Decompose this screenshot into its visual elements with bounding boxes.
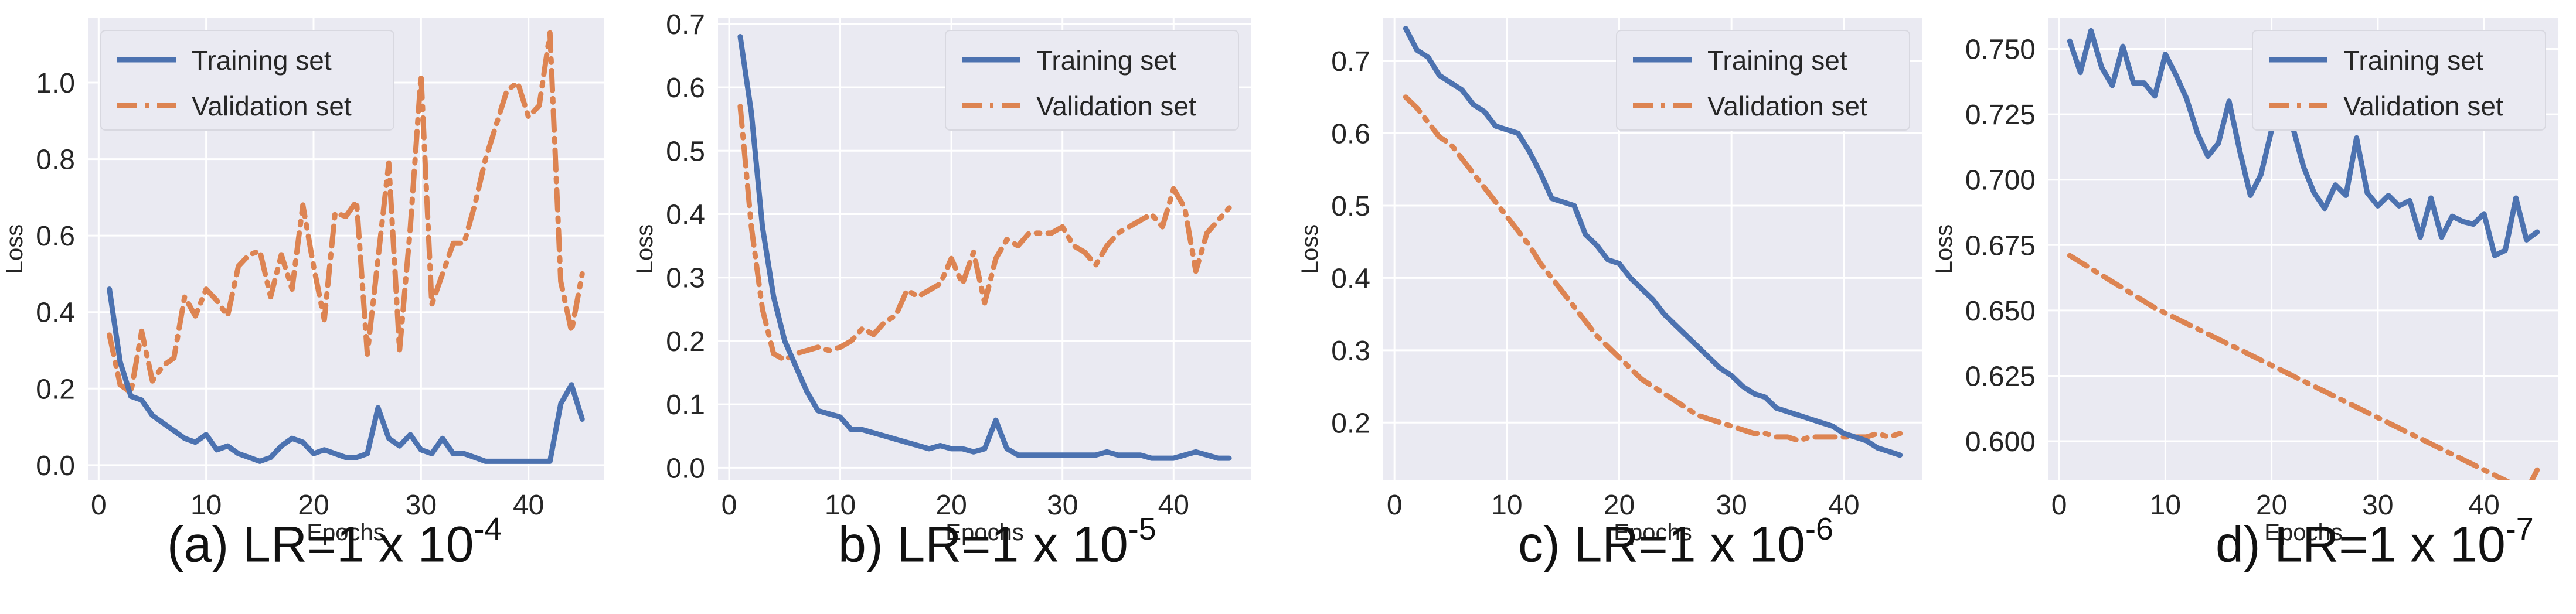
caption-exponent: -7 <box>2505 511 2534 547</box>
y-tick-label: 0.7 <box>1331 46 1370 77</box>
y-tick-label: 0.5 <box>1331 191 1370 222</box>
y-tick-label: 0.6 <box>666 73 705 104</box>
y-axis-label: Loss <box>1931 224 1957 274</box>
caption-exponent: -6 <box>1805 511 1833 547</box>
chart-panel-3: 0.2 0.3 0.4 0.5 0.6 0.7 0 10 20 30 40 Epochs Loss Tra… <box>1297 18 1922 545</box>
x-tick-label: 10 <box>2150 490 2181 521</box>
x-tick-label: 0 <box>91 490 107 521</box>
validation-set-line <box>107 30 585 395</box>
training-set-line <box>737 34 1232 461</box>
training-set-line <box>1403 26 1903 458</box>
x-tick-label: 20 <box>1604 490 1635 521</box>
y-tick-label: 0.600 <box>1965 427 2036 458</box>
panel-caption: b) LR=1 x 10-5 <box>838 511 1156 574</box>
caption-text: d) LR=1 x 10 <box>2216 516 2506 573</box>
caption-text: c) LR=1 x 10 <box>1518 516 1805 573</box>
y-tick-label: 0.0 <box>666 453 705 484</box>
y-tick-label: 0.725 <box>1965 100 2036 131</box>
legend-label: Training set <box>2343 45 2483 76</box>
x-tick-label: 0 <box>1387 490 1403 521</box>
y-axis-label: Loss <box>632 224 658 274</box>
validation-set-line <box>737 104 1232 363</box>
x-tick-label: 40 <box>1828 490 1859 521</box>
caption-text: b) LR=1 x 10 <box>838 516 1128 573</box>
y-tick-label: 0.750 <box>1965 35 2036 66</box>
legend: Training set Validation set <box>100 30 394 131</box>
y-tick-label: 0.2 <box>1331 408 1370 439</box>
x-tick-label: 10 <box>825 490 856 521</box>
legend-label: Training set <box>192 45 332 76</box>
legend: Training set Validation set <box>945 30 1239 131</box>
y-tick-label: 0.5 <box>666 136 705 167</box>
legend-label: Training set <box>1707 45 1847 76</box>
x-tick-label: 20 <box>935 490 967 521</box>
y-tick-label: 0.4 <box>1331 263 1370 294</box>
y-tick-label: 0.700 <box>1965 165 2036 196</box>
legend-label: Validation set <box>192 91 352 121</box>
caption-exponent: -5 <box>1128 511 1156 547</box>
y-tick-label: 0.4 <box>36 298 75 329</box>
y-tick-label: 0.2 <box>36 374 75 405</box>
x-tick-label: 40 <box>1158 490 1189 521</box>
x-tick-label: 30 <box>406 490 437 521</box>
legend-label: Training set <box>1036 45 1176 76</box>
y-tick-label: 0.6 <box>1331 119 1370 150</box>
y-tick-label: 0.1 <box>666 390 705 421</box>
legend-label: Validation set <box>1707 91 1867 121</box>
x-tick-label: 10 <box>190 490 222 521</box>
x-tick-label: 30 <box>2362 490 2393 521</box>
y-tick-label: 0.650 <box>1965 296 2036 327</box>
caption-exponent: -4 <box>474 511 502 547</box>
y-tick-label: 0.3 <box>666 263 705 294</box>
training-set-line <box>107 286 585 464</box>
x-tick-label: 40 <box>2468 490 2499 521</box>
x-tick-label: 10 <box>1491 490 1522 521</box>
x-tick-label: 0 <box>2051 490 2067 521</box>
panel-caption: d) LR=1 x 10-7 <box>2216 511 2534 574</box>
y-axis-label: Loss <box>2 224 28 274</box>
validation-set-line <box>2067 253 2540 480</box>
y-tick-label: 0.4 <box>666 199 705 230</box>
panel-caption: (a) LR=1 x 10-4 <box>167 511 502 574</box>
chart-panel-2: 0.0 0.1 0.2 0.3 0.4 0.5 0.6 0.7 0 10 20 30 40 Epochs L… <box>632 9 1251 545</box>
y-axis-label: Loss <box>1297 224 1323 274</box>
legend: Training set Validation set <box>1616 30 1910 131</box>
y-tick-label: 0.675 <box>1965 230 2036 261</box>
x-tick-label: 0 <box>722 490 737 521</box>
caption-text: (a) LR=1 x 10 <box>167 516 474 573</box>
x-axis-label: Epochs <box>307 520 384 545</box>
training-set-line <box>2067 28 2540 258</box>
y-tick-label: 0.6 <box>36 221 75 252</box>
y-tick-label: 0.2 <box>666 326 705 357</box>
legend-label: Validation set <box>2343 91 2503 121</box>
y-tick-label: 0.0 <box>36 451 75 482</box>
chart-panel-1: 0.0 0.2 0.4 0.6 0.8 1.0 0 10 20 30 40 Epochs Loss Tra… <box>2 18 604 545</box>
x-tick-label: 20 <box>298 490 329 521</box>
x-axis-label: Epochs <box>2264 520 2342 545</box>
x-tick-label: 30 <box>1047 490 1078 521</box>
panel-caption: c) LR=1 x 10-6 <box>1518 511 1833 574</box>
x-tick-label: 40 <box>513 490 544 521</box>
legend: Training set Validation set <box>2252 30 2546 131</box>
y-tick-label: 0.3 <box>1331 336 1370 367</box>
y-tick-label: 0.8 <box>36 145 75 176</box>
legend-label: Validation set <box>1036 91 1196 121</box>
y-tick-label: 1.0 <box>36 68 75 99</box>
chart-panel-4: 0.600 0.625 0.650 0.675 0.700 0.725 0.750 0 10 20… <box>1931 18 2558 545</box>
x-axis-label: Epochs <box>945 520 1023 545</box>
x-tick-label: 30 <box>1716 490 1747 521</box>
validation-set-line <box>1403 94 1903 444</box>
x-tick-label: 20 <box>2256 490 2287 521</box>
x-axis-label: Epochs <box>1614 520 1692 545</box>
y-tick-label: 0.7 <box>666 9 705 40</box>
y-tick-label: 0.625 <box>1965 361 2036 392</box>
